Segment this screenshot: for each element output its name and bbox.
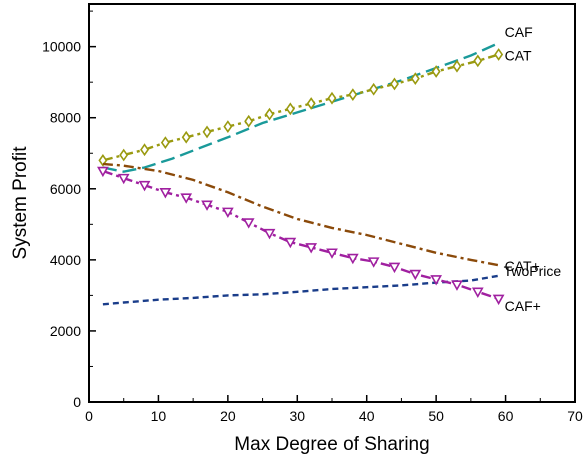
data-point-triangle <box>409 269 422 281</box>
series-label: CAF+ <box>505 298 541 314</box>
data-point-triangle <box>326 248 338 259</box>
x-tick-label: 40 <box>359 408 375 424</box>
series-line-twoprice <box>102 274 499 306</box>
data-point-triangle <box>138 180 151 192</box>
y-tick-label: 10000 <box>42 39 81 55</box>
data-point-diamond <box>119 148 129 162</box>
series-line-caf <box>102 42 500 173</box>
data-point-triangle <box>201 200 213 211</box>
data-point-triangle <box>346 253 359 265</box>
data-point-triangle <box>284 237 297 249</box>
data-point-diamond <box>494 48 504 61</box>
data-point-diamond <box>452 59 462 73</box>
series-layer <box>97 42 505 306</box>
y-tick-label: 0 <box>73 394 81 410</box>
data-point-diamond <box>327 91 337 105</box>
y-tick-label: 6000 <box>50 181 81 197</box>
series-label: CAT <box>505 47 532 63</box>
data-point-triangle <box>221 207 234 219</box>
data-point-diamond <box>431 65 441 78</box>
data-point-diamond <box>390 77 399 91</box>
data-point-diamond <box>202 125 212 139</box>
data-point-triangle <box>367 257 380 268</box>
data-point-triangle <box>97 166 109 178</box>
series-line-cat-plus <box>102 162 499 267</box>
data-point-diamond <box>160 136 170 149</box>
y-axis-title: System Profit <box>10 146 31 260</box>
x-tick-label: 20 <box>220 408 236 424</box>
data-point-diamond <box>223 120 233 133</box>
data-point-diamond <box>410 72 420 86</box>
data-point-triangle <box>242 218 255 229</box>
data-point-triangle <box>305 243 318 254</box>
series-label: CAT+ <box>505 258 540 274</box>
data-point-triangle <box>388 262 401 274</box>
data-point-triangle <box>263 228 276 240</box>
x-tick-label: 70 <box>567 408 583 424</box>
data-point-triangle <box>451 280 463 291</box>
x-tick-label: 10 <box>151 408 167 424</box>
data-point-triangle <box>471 287 484 298</box>
series-label: CAF <box>505 24 533 40</box>
data-point-diamond <box>181 130 191 144</box>
y-axis-ticks: 0 2000 4000 6000 8000 10000 <box>42 10 96 410</box>
data-point-diamond <box>369 82 379 96</box>
data-point-diamond <box>265 107 274 121</box>
data-point-diamond <box>140 143 150 157</box>
data-point-diamond <box>98 153 108 167</box>
y-tick-label: 2000 <box>50 323 81 339</box>
data-point-diamond <box>244 114 254 128</box>
series-labels: CAF CAT CAT+TwoPrice CAF+ <box>504 24 562 314</box>
data-point-diamond <box>348 88 358 102</box>
x-axis-ticks: 0 10 20 30 40 50 60 70 <box>85 395 583 424</box>
data-point-diamond <box>473 54 483 68</box>
x-tick-label: 60 <box>498 408 514 424</box>
data-point-triangle <box>159 188 172 199</box>
data-point-diamond <box>285 102 295 116</box>
series-label: TwoPrice <box>504 263 562 279</box>
x-tick-label: 0 <box>85 408 93 424</box>
x-axis-title: Max Degree of Sharing <box>234 434 429 455</box>
y-tick-label: 8000 <box>50 110 81 126</box>
plot-frame <box>88 3 576 403</box>
series-line-caf-plus <box>102 169 499 301</box>
data-point-triangle <box>117 173 130 185</box>
y-tick-label: 4000 <box>50 252 81 268</box>
data-point-triangle <box>180 193 193 204</box>
data-point-triangle <box>492 294 505 306</box>
data-point-triangle <box>430 275 443 286</box>
x-tick-label: 50 <box>428 408 444 424</box>
data-point-diamond <box>306 97 316 110</box>
x-tick-label: 30 <box>289 408 305 424</box>
